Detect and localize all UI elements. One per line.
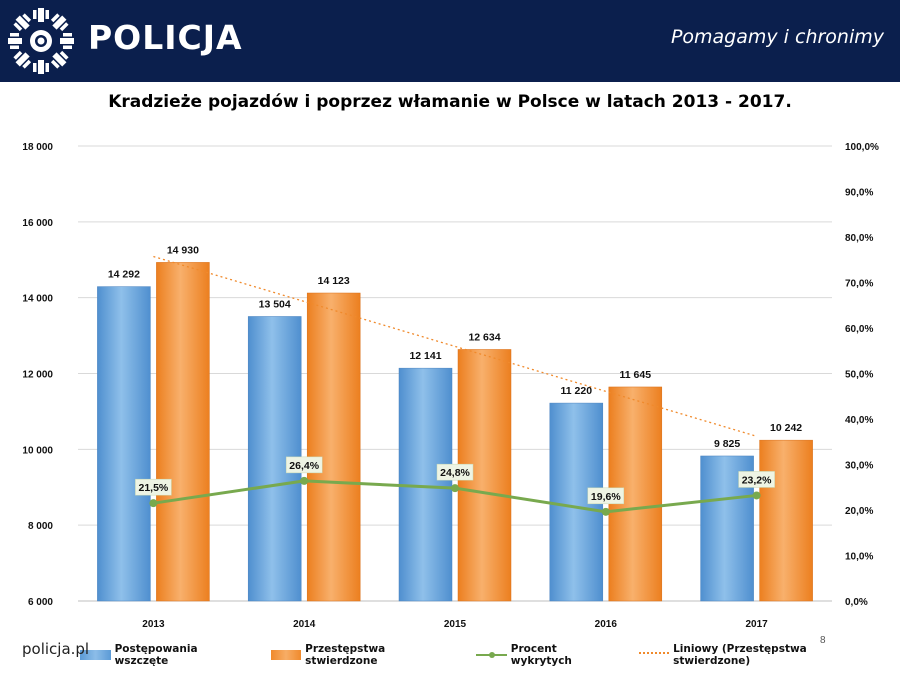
percent-label: 24,8% [440, 467, 470, 479]
y-left-tick-label: 10 000 [22, 445, 53, 456]
page-number: 8 [820, 635, 826, 646]
data-label-blue: 14 292 [108, 269, 140, 281]
data-label-blue: 13 504 [259, 298, 291, 310]
data-label-orange: 10 242 [770, 422, 802, 434]
y-left-tick-label: 18 000 [22, 142, 53, 153]
y-right-tick-label: 30,0% [845, 461, 873, 472]
y-right-tick-label: 0,0% [845, 597, 868, 608]
data-label-orange: 12 634 [468, 331, 500, 343]
police-star-icon [8, 8, 74, 74]
trendline [153, 255, 757, 437]
line-point [451, 484, 459, 493]
data-label-orange: 14 930 [167, 244, 199, 256]
percent-label: 26,4% [289, 460, 319, 472]
legend-label: Przestępstwa stwierdzone [305, 643, 386, 667]
legend-item-orange: Przestępstwa stwierdzone [270, 643, 455, 667]
y-right-tick-label: 10,0% [845, 552, 873, 563]
line-point [601, 507, 610, 516]
data-label-blue: 11 220 [561, 385, 593, 397]
legend-swatch-green [476, 650, 507, 660]
y-left-tick-label: 8 000 [28, 521, 53, 532]
data-label-blue: 9 825 [714, 438, 740, 450]
y-right-tick-label: 60,0% [845, 324, 873, 335]
legend: Postępowania wszczęte Przestępstwa stwie… [80, 643, 900, 667]
y-right-tick-label: 20,0% [845, 506, 873, 517]
y-right-tick-label: 40,0% [845, 415, 873, 426]
x-tick-label: 2017 [745, 619, 768, 630]
legend-item-blue: Postępowania wszczęte [80, 643, 249, 667]
y-right-tick-label: 70,0% [845, 279, 873, 290]
brand-name: POLICJA [88, 18, 243, 57]
line-point [149, 499, 158, 508]
data-label-blue: 12 141 [409, 350, 441, 362]
percent-label-box [436, 463, 474, 481]
slogan: Pomagamy i chronimy [670, 26, 884, 48]
bar-postepowania [97, 286, 151, 602]
x-tick-label: 2016 [595, 619, 618, 630]
legend-label: Liniowy (Przestępstwa stwierdzone) [673, 643, 807, 667]
percent-label: 23,2% [742, 474, 772, 486]
y-left-tick-label: 12 000 [22, 370, 53, 381]
legend-swatch-orange [270, 650, 302, 660]
percent-label-box [738, 471, 775, 488]
y-right-tick-label: 90,0% [845, 188, 873, 199]
line-point [300, 476, 309, 485]
legend-swatch-trend [638, 652, 670, 664]
x-tick-label: 2015 [444, 619, 467, 630]
y-left-tick-label: 6 000 [28, 597, 53, 608]
data-label-orange: 11 645 [620, 369, 652, 381]
legend-item-green: Procent wykrytych [476, 643, 616, 667]
bar-przestepstwa [759, 439, 813, 602]
percent-label: 21,5% [139, 482, 169, 494]
legend-item-trend: Liniowy (Przestępstwa stwierdzone) [638, 643, 878, 667]
percent-label-box [587, 487, 625, 505]
percent-label: 19,6% [591, 491, 621, 503]
y-right-tick-label: 80,0% [845, 233, 873, 244]
percent-label-box [135, 478, 172, 496]
bar-przestepstwa [156, 262, 210, 602]
footer-site: policja.pl [22, 640, 90, 658]
header-bar: POLICJA Pomagamy i chronimy [0, 0, 900, 82]
legend-label: Procent wykrytych [510, 643, 572, 667]
legend-swatch-blue [80, 650, 111, 660]
y-right-tick-label: 100,0% [845, 142, 879, 153]
line-point [752, 491, 761, 500]
percent-label-box [285, 456, 323, 474]
y-left-tick-label: 16 000 [22, 218, 53, 229]
x-tick-label: 2014 [293, 619, 316, 630]
y-right-tick-label: 50,0% [845, 370, 873, 381]
legend-label: Postępowania wszczęte [114, 643, 198, 667]
bar-przestepstwa [306, 292, 361, 602]
y-left-tick-label: 14 000 [22, 294, 53, 305]
x-tick-label: 2013 [142, 619, 165, 630]
data-label-orange: 14 123 [318, 275, 350, 287]
chart-title: Kradzieże pojazdów i poprzez włamanie w … [108, 92, 792, 112]
